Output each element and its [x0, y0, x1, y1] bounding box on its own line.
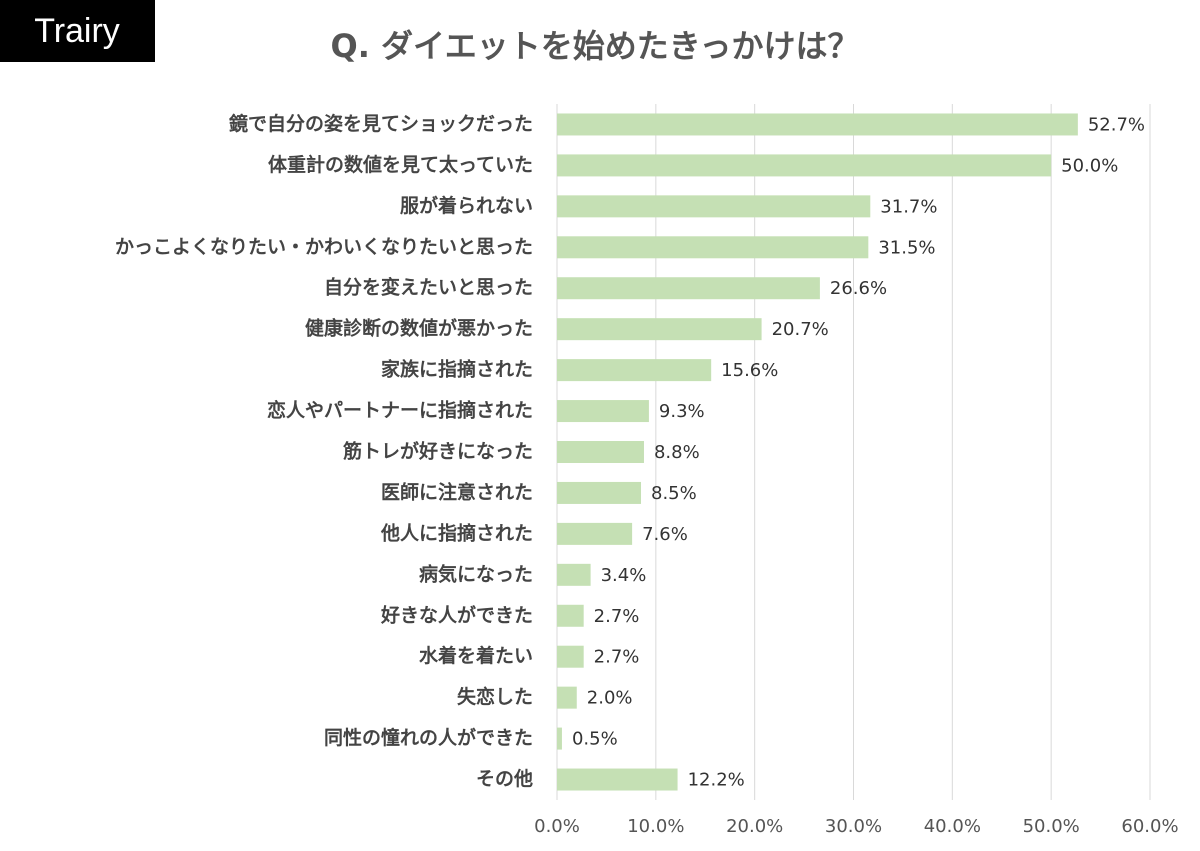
chart-title: Q. ダイエットを始めたきっかけは？ — [331, 27, 860, 65]
x-tick-label: 20.0% — [726, 816, 783, 837]
value-label: 26.6% — [830, 278, 887, 299]
bar — [557, 727, 562, 750]
y-tick-label: 服が着られない — [400, 194, 533, 217]
value-label: 31.7% — [880, 196, 937, 217]
value-label: 8.8% — [654, 442, 700, 463]
value-label: 20.7% — [772, 319, 829, 340]
value-label: 2.7% — [594, 647, 640, 668]
bar — [557, 154, 1052, 177]
bar — [557, 359, 712, 382]
value-label: 3.4% — [601, 565, 647, 586]
y-tick-label: 健康診断の数値が悪かった — [305, 317, 533, 340]
bar — [557, 768, 678, 791]
bar — [557, 195, 871, 218]
y-tick-label: 病気になった — [419, 562, 533, 585]
y-tick-label: 自分を変えたいと思った — [324, 276, 533, 299]
y-tick-label: 医師に注意された — [381, 480, 533, 503]
value-label: 9.3% — [659, 401, 705, 422]
logo-box — [0, 0, 155, 62]
value-label: 12.2% — [688, 770, 745, 791]
y-tick-label: 同性の憧れの人ができた — [324, 726, 533, 749]
bar — [557, 400, 649, 423]
bar — [557, 522, 633, 545]
value-label: 15.6% — [721, 360, 778, 381]
value-label: 31.5% — [878, 237, 935, 258]
x-tick-label: 0.0% — [534, 816, 580, 837]
bar — [557, 481, 642, 504]
bar — [557, 441, 644, 463]
bar — [557, 645, 584, 668]
value-label: 52.7% — [1088, 114, 1145, 135]
y-tick-label: 好きな人ができた — [380, 603, 533, 626]
value-label: 50.0% — [1061, 155, 1118, 176]
bar — [557, 236, 869, 259]
logo: Trairy — [34, 12, 120, 50]
value-label: 7.6% — [642, 524, 688, 545]
y-tick-label: かっこよくなりたい・かわいくなりたいと思った — [115, 236, 533, 258]
bar — [557, 318, 762, 341]
x-tick-label: 30.0% — [825, 816, 882, 837]
value-label: 2.0% — [587, 688, 633, 709]
x-tick-label: 50.0% — [1023, 816, 1080, 837]
value-label: 2.7% — [594, 606, 640, 627]
x-tick-label: 40.0% — [924, 816, 981, 837]
value-label: 0.5% — [572, 729, 618, 750]
y-tick-label: 家族に指摘された — [381, 358, 533, 381]
bar — [557, 686, 577, 709]
value-label: 8.5% — [651, 483, 697, 504]
y-tick-label: 失恋した — [457, 685, 533, 708]
y-tick-label: 水着を着たい — [419, 644, 533, 667]
y-tick-label: 他人に指摘された — [380, 521, 533, 544]
y-tick-label: 筋トレが好きになった — [343, 440, 533, 463]
x-tick-label: 10.0% — [627, 816, 684, 837]
bar — [557, 563, 591, 586]
bar — [557, 277, 820, 300]
bar — [557, 604, 584, 627]
y-tick-label: 体重計の数値を見て太っていた — [268, 153, 533, 176]
y-tick-label: 鏡で自分の姿を見てショックだった — [229, 112, 533, 135]
x-tick-label: 60.0% — [1121, 816, 1178, 837]
y-tick-label: 恋人やパートナーに指摘された — [267, 399, 533, 422]
y-tick-label: その他 — [476, 767, 533, 790]
bar — [557, 113, 1078, 136]
